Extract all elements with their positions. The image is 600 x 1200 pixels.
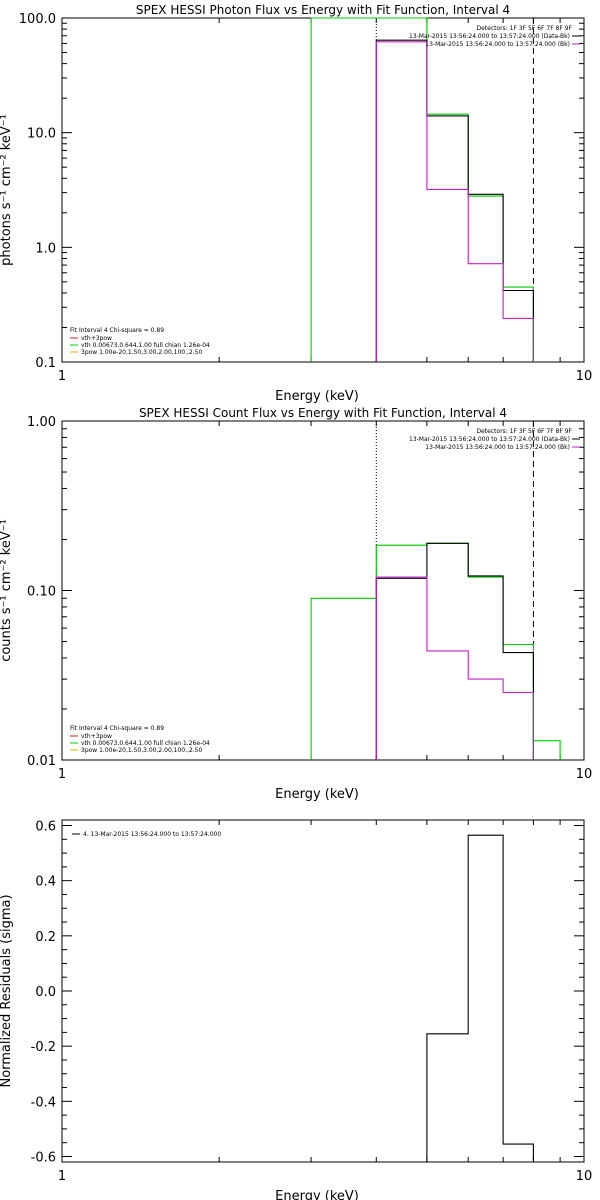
plot-frame <box>61 420 585 761</box>
legend-entry-label: vth+3pow <box>81 733 112 740</box>
x-tick-label: 1 <box>58 1169 66 1184</box>
y-tick-label: -0.2 <box>31 1040 56 1055</box>
detectors-label: Detectors: 1F 3F 5F 6F 7F 8F 9F <box>476 428 572 435</box>
chart-title: SPEX HESSI Photon Flux vs Energy with Fi… <box>136 3 510 17</box>
chart-title: SPEX HESSI Count Flux vs Energy with Fit… <box>139 406 507 420</box>
legend-entry-label: 13-Mar-2015 13:56:24.000 to 13:57:24.000… <box>409 436 570 443</box>
fit-legend-header: Fit Interval 4 Chi-square = 0.89 <box>70 725 164 732</box>
y-tick-label: 0.10 <box>27 585 56 600</box>
y-tick-label: 1.0 <box>35 241 56 256</box>
x-tick-label: 10 <box>576 369 593 384</box>
y-tick-label: 100.0 <box>19 12 56 27</box>
histogram-series-3 <box>375 576 534 760</box>
y-axis-label: Normalized Residuals (sigma) <box>0 894 14 1087</box>
histogram-series-1 <box>310 542 561 760</box>
histogram-series-1 <box>426 834 534 1162</box>
plot-frame <box>61 819 585 1163</box>
x-tick-label: 1 <box>58 369 66 384</box>
y-tick-label: 0.0 <box>35 985 56 1000</box>
x-axis-label: Energy (keV) <box>275 389 359 404</box>
x-tick-label: 1 <box>58 767 66 782</box>
chart-panel-2: SPEX HESSI Count Flux vs Energy with Fit… <box>0 406 592 802</box>
legend-entry-label: 13-Mar-2015 13:56:24.000 to 13:57:24.000… <box>409 33 570 40</box>
y-tick-label: 0.01 <box>27 754 56 769</box>
fit-legend-header: Fit Interval 4 Chi-square = 0.89 <box>70 327 164 334</box>
legend-entry-label: vth 0.00673,0.644,1.00 full chian 1.26e-… <box>81 342 210 349</box>
legend-entry-label: vth 0.00673,0.644,1.00 full chian 1.26e-… <box>81 740 210 747</box>
histogram-series-3 <box>375 41 534 362</box>
x-axis-label: Energy (keV) <box>275 1189 359 1200</box>
histogram-series-2 <box>375 39 534 362</box>
legend-entry-label: vth+3pow <box>81 335 112 342</box>
legend-entry-label: 3pow 1.00e-20,1.50,3.00,2.00,100.,2.50 <box>81 747 202 754</box>
legend-entry-label: 13-Mar-2015 13:56:24.000 to 13:57:24.000… <box>425 444 570 451</box>
legend-entry-label: 3pow 1.00e-20,1.50,3.00,2.00,100.,2.50 <box>81 349 202 356</box>
y-axis-label: photons s⁻¹ cm⁻² keV⁻¹ <box>0 114 14 266</box>
y-tick-label: 1.00 <box>27 415 56 430</box>
legend-entry-label: 13-Mar-2015 13:56:24.000 to 13:57:24.000… <box>425 41 570 48</box>
histogram-series-1 <box>310 17 534 362</box>
y-tick-label: -0.4 <box>31 1095 56 1110</box>
chart-panel-3: 1 10 Energy (keV) -0.6 -0.4 -0.2 0.0 0.2 0.4 0.6 N… <box>0 819 593 1200</box>
x-axis-label: Energy (keV) <box>275 787 359 802</box>
plot-frame <box>61 17 585 363</box>
y-tick-label: 10.0 <box>27 127 56 142</box>
chart-panel-1: SPEX HESSI Photon Flux vs Energy with Fi… <box>0 3 592 404</box>
histogram-series-2 <box>375 542 534 760</box>
y-tick-label: -0.6 <box>31 1150 56 1165</box>
y-tick-label: 0.6 <box>35 820 56 835</box>
x-tick-label: 10 <box>576 1169 593 1184</box>
legend-entry-label: 4. 13-Mar-2015 13:56:24.000 to 13:57:24.… <box>83 831 221 838</box>
x-tick-label: 10 <box>576 767 593 782</box>
detectors-label: Detectors: 1F 3F 5F 6F 7F 8F 9F <box>476 25 572 32</box>
y-tick-label: 0.2 <box>35 930 56 945</box>
y-tick-label: 0.1 <box>35 356 56 371</box>
y-tick-label: 0.4 <box>35 875 56 890</box>
y-axis-label: counts s⁻¹ cm⁻² keV⁻¹ <box>0 519 14 662</box>
